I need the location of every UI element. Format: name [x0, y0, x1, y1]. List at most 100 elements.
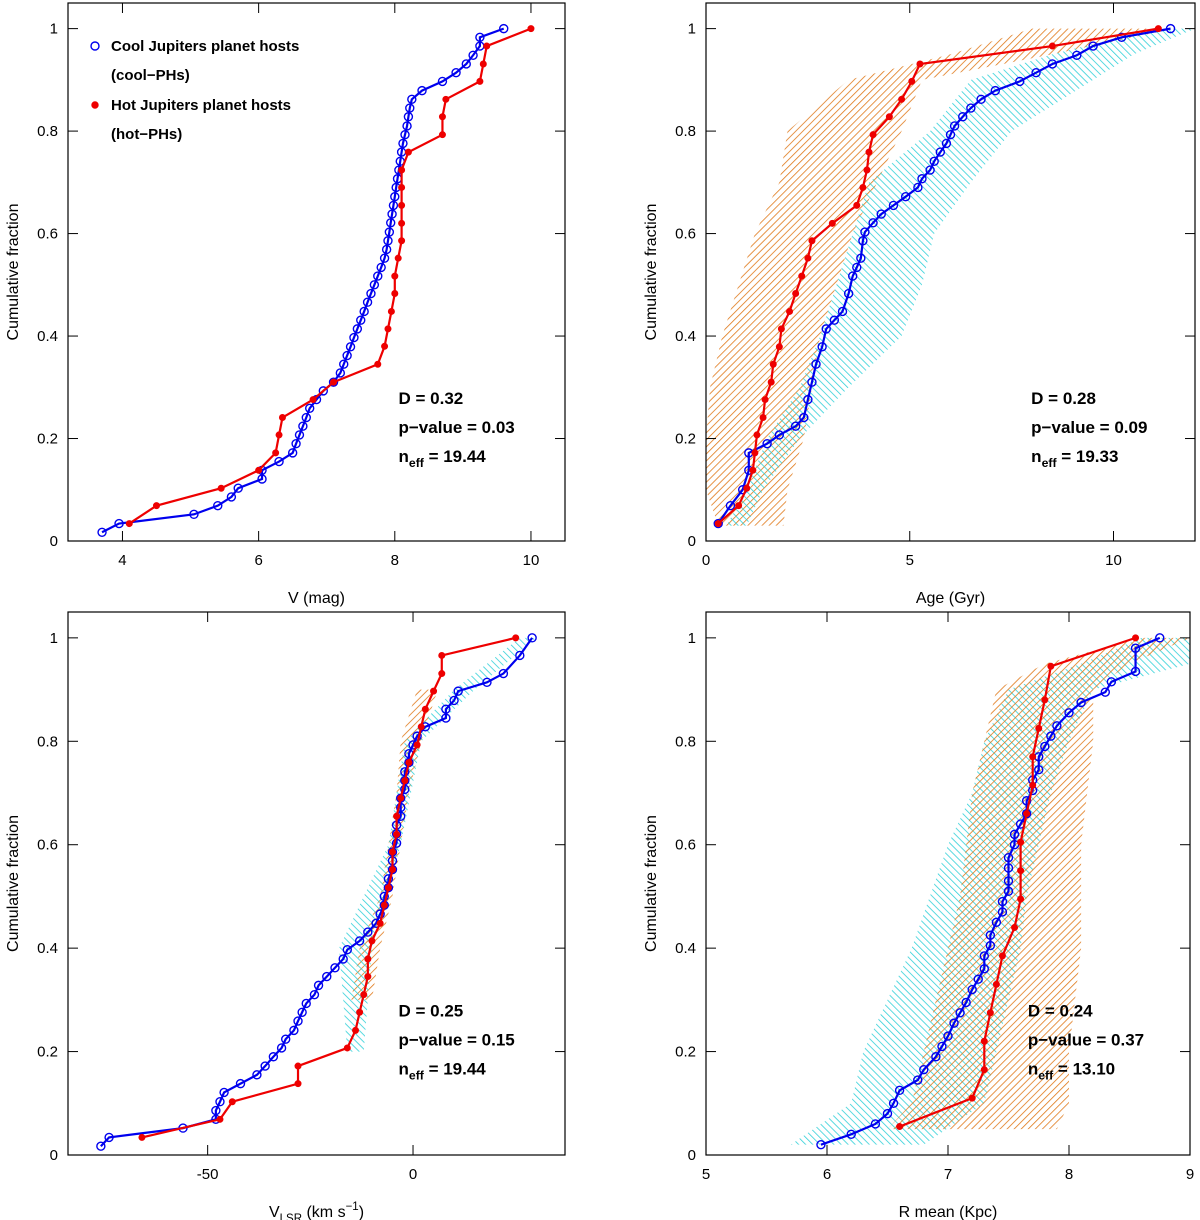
data-point: [1003, 876, 1014, 886]
data-point: [275, 431, 283, 439]
data-point: [769, 360, 777, 368]
data-point: [876, 209, 886, 219]
data-point: [1041, 696, 1049, 704]
data-point: [1011, 923, 1019, 931]
data-point: [138, 1133, 146, 1141]
data-point: [860, 227, 870, 237]
data-point: [991, 917, 1002, 927]
data-point: [1017, 895, 1025, 903]
data-point: [318, 386, 329, 396]
x-axis-label: Age (Gyr): [916, 590, 985, 607]
data-point: [375, 909, 385, 919]
data-point: [255, 466, 263, 474]
x-tick-label: 0: [409, 1166, 417, 1183]
x-axis-label-part: (km s: [302, 1204, 346, 1220]
data-point: [362, 297, 373, 307]
data-point: [391, 290, 399, 298]
x-tick-label: 9: [1186, 1166, 1194, 1183]
data-point: [403, 112, 414, 122]
y-tick-label: 0: [50, 533, 58, 550]
data-point: [945, 129, 956, 140]
data-point: [189, 509, 199, 520]
data-point: [438, 670, 446, 678]
data-point: [515, 650, 525, 661]
data-point: [767, 378, 775, 386]
data-point: [803, 394, 813, 405]
data-point: [1154, 25, 1162, 33]
data-point: [104, 1132, 114, 1143]
data-point: [397, 794, 405, 802]
data-point: [364, 973, 372, 981]
data-point: [398, 183, 406, 191]
data-point: [388, 848, 396, 856]
data-point: [276, 1043, 287, 1053]
data-point: [1015, 76, 1025, 87]
data-point: [421, 705, 429, 713]
data-point: [393, 830, 401, 838]
plot-frame: [705, 2, 1196, 542]
stat-text: D = 0.32: [399, 389, 464, 408]
envelope-band: [887, 637, 1190, 1130]
data-point: [479, 60, 487, 68]
data-point: [1017, 867, 1025, 875]
stat-text-part: eff: [1042, 456, 1058, 470]
y-axis-label: Cumulative fraction: [643, 815, 660, 952]
data-point: [383, 236, 393, 246]
data-point: [512, 634, 520, 642]
x-tick-label: 4: [118, 552, 126, 569]
data-point: [287, 448, 298, 458]
data-point: [349, 332, 359, 343]
data-point: [869, 131, 877, 139]
data-point: [338, 954, 348, 964]
data-point: [304, 403, 315, 413]
x-axis-label-part: −1: [346, 1201, 359, 1213]
data-point: [868, 218, 878, 228]
stat-text-part: D = 0.24: [1028, 1002, 1093, 1021]
data-point: [980, 1066, 988, 1074]
data-point: [451, 67, 461, 78]
data-point: [301, 998, 311, 1009]
y-tick-label: 0.4: [675, 328, 696, 345]
plot-area: [96, 633, 537, 1151]
data-point: [1106, 677, 1117, 687]
data-point: [967, 984, 977, 995]
data-point: [913, 1075, 923, 1085]
data-point: [821, 324, 831, 334]
stat-text-part: = 13.10: [1053, 1060, 1115, 1079]
data-point: [291, 438, 301, 449]
x-axis-label: VLSR (km s−1): [269, 1201, 364, 1220]
stat-text-part: p−value = 0.09: [1031, 418, 1147, 437]
data-point: [114, 518, 124, 529]
data-point: [865, 148, 873, 156]
stat-text: p−value = 0.15: [399, 1031, 515, 1050]
data-point: [219, 1087, 229, 1098]
stat-text-part: n: [399, 1060, 409, 1079]
data-point: [322, 971, 332, 982]
data-point: [979, 951, 989, 961]
stat-text-part: eff: [409, 1069, 425, 1083]
data-point: [461, 59, 471, 69]
data-point: [888, 1098, 899, 1108]
data-point: [949, 121, 960, 131]
data-point: [852, 262, 862, 273]
data-point: [402, 121, 412, 131]
data-point: [342, 944, 353, 955]
stat-text-part: p−value = 0.03: [399, 418, 515, 437]
plot-area: [706, 23, 1195, 529]
data-point: [1034, 765, 1044, 775]
data-point: [714, 520, 722, 528]
data-point: [976, 94, 986, 105]
data-point: [438, 131, 446, 139]
data-point: [394, 254, 402, 262]
data-point: [391, 272, 399, 280]
data-point: [252, 1070, 262, 1080]
stat-text-part: D = 0.25: [399, 1002, 464, 1021]
data-point: [856, 253, 866, 263]
data-point: [1023, 810, 1031, 818]
y-tick-label: 0.2: [675, 431, 696, 448]
data-point: [792, 290, 800, 298]
data-point: [941, 138, 952, 149]
data-point: [759, 414, 767, 422]
data-point: [211, 1105, 221, 1116]
data-point: [761, 396, 769, 404]
